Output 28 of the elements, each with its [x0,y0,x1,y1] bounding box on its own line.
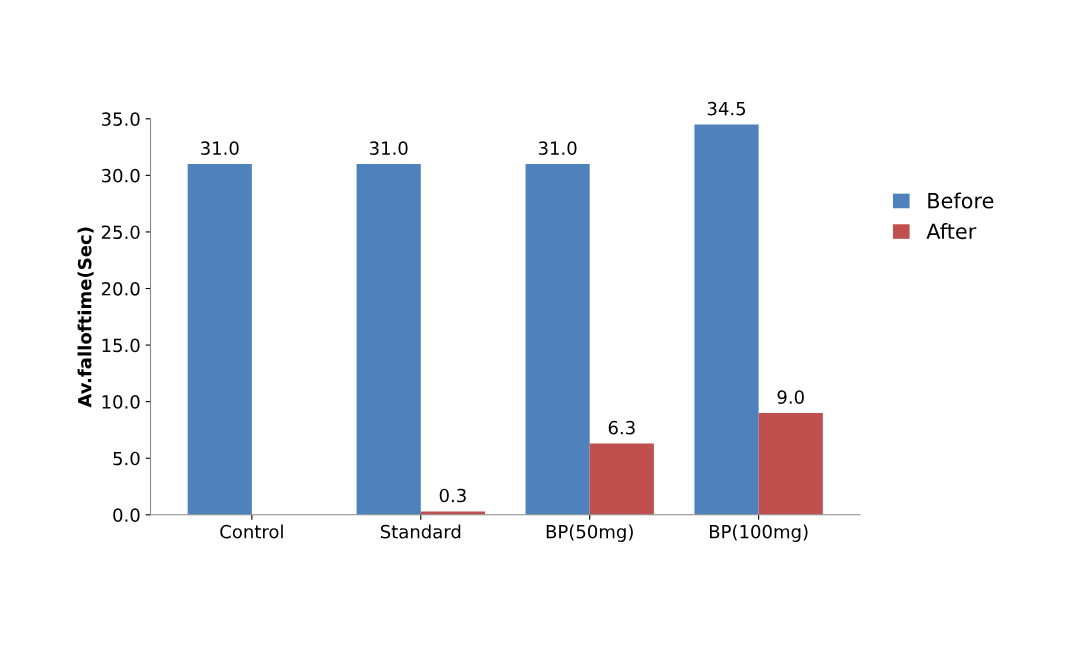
x-tick-label: BP(50mg) [546,524,633,542]
bar [758,412,823,515]
y-axis-title: Av.falloftime(Sec) [77,227,94,408]
legend-label: After [926,223,977,240]
y-tick-label: 30.0 [101,168,140,183]
y-tick-label: 5.0 [113,451,140,466]
x-tick-label: BP(100mg) [709,524,808,542]
y-tick-label: 35.0 [101,112,140,126]
y-tick-label: 25.0 [101,225,140,240]
y-tick-label: 10.0 [102,395,140,409]
y-tick-label: 20.0 [101,281,140,296]
bar [356,164,421,515]
data-label: 31.0 [201,141,239,155]
data-label: 6.3 [608,420,635,435]
data-label: 31.0 [538,141,577,155]
legend-label: Before [928,192,994,209]
data-label: 34.5 [707,101,746,116]
data-label: 9.0 [777,390,804,404]
y-tick-label: 0.0 [113,508,140,522]
x-tick-label: Standard [380,524,461,539]
data-label: 31.0 [369,141,408,155]
data-label: 0.3 [439,488,466,503]
x-tick-label: Control [220,524,283,539]
bar [187,164,252,515]
bar [694,124,759,515]
bar [525,164,590,515]
bar [589,443,654,515]
y-tick-label: 15.0 [102,338,140,353]
